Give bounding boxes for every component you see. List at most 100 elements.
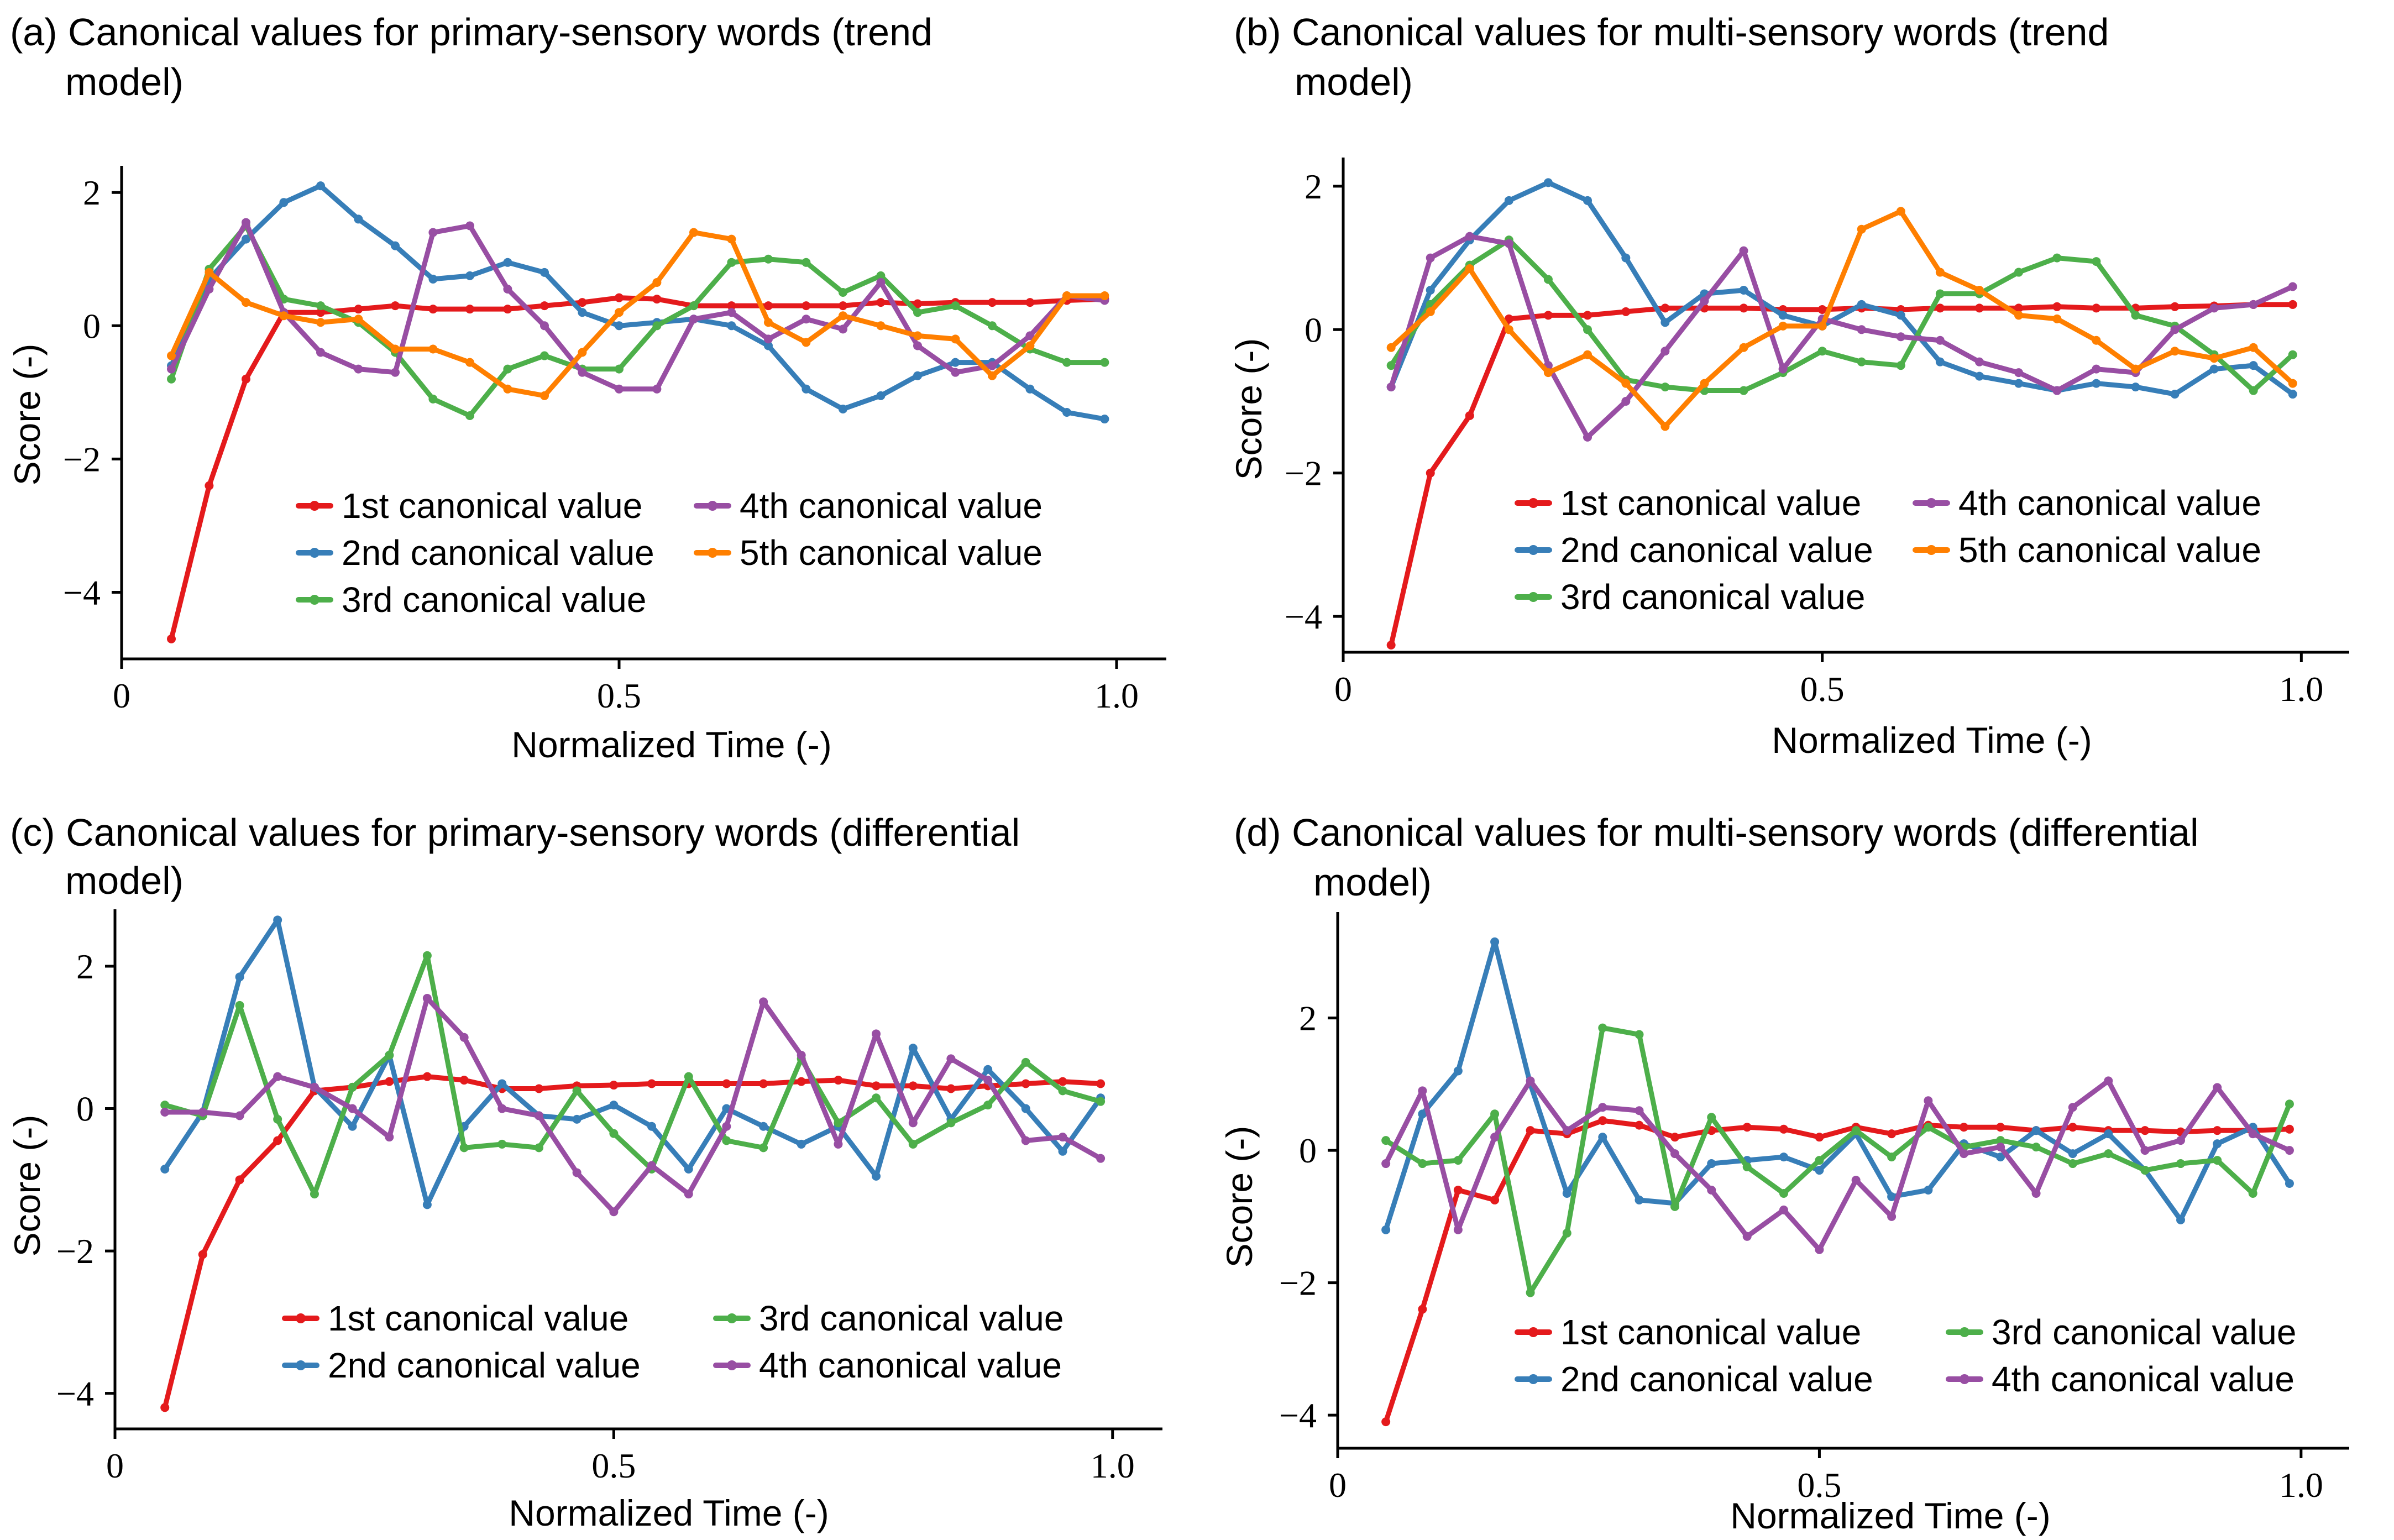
panel-b-series-3-point <box>1583 325 1592 334</box>
panel-c-series-3-point <box>872 1093 881 1103</box>
panel-b-series-1-point <box>2288 300 2297 309</box>
panel-c-y-tick-label: −2 <box>56 1232 94 1271</box>
panel-d-series-3-point <box>1598 1023 1607 1033</box>
panel-b-series-4-point <box>2249 300 2258 309</box>
panel-d-legend-label: 3rd canonical value <box>1992 1312 2296 1352</box>
panel-d-series-3-point <box>2140 1166 2150 1175</box>
panel-a-series-1-point <box>764 301 773 311</box>
panel-a-series-5-point <box>1100 291 1109 301</box>
panel-a-series-2-point <box>764 341 773 350</box>
panel-b-series-1-point <box>1583 311 1592 320</box>
panel-a-legend-marker <box>708 501 717 511</box>
panel-c-series-3-point <box>722 1136 731 1145</box>
panel-c-legend-marker <box>727 1313 737 1323</box>
panel-b-series-2-point <box>2092 379 2101 388</box>
panel-b-series-3-point <box>1660 383 1670 392</box>
panel-b-series-3-point <box>2092 257 2101 266</box>
panel-c-series-4-point <box>609 1207 619 1217</box>
panel-b-series-4-point <box>1386 383 1396 392</box>
panel-b-title-line2: model) <box>1295 60 1413 103</box>
panel-c-series-4-point <box>1096 1154 1106 1163</box>
panel-a-series-1-point <box>652 295 662 304</box>
panel-b-legend-label: 3rd canonical value <box>1560 577 1865 617</box>
panel-c-series-3-point <box>497 1139 507 1149</box>
panel-d-series-2-point <box>1924 1185 1933 1195</box>
panel-c-series-4-point <box>160 1107 170 1117</box>
panel-b-series-2-point <box>1583 196 1592 205</box>
panel-c-legend-marker <box>296 1313 306 1323</box>
panel-d-series-2-point <box>1707 1159 1716 1169</box>
panel-b-series-1-point <box>1504 314 1513 323</box>
panel-a-series-4-point <box>951 368 960 377</box>
panel-b-series-2-point <box>2209 364 2219 374</box>
panel-d-y-tick-label: −4 <box>1279 1396 1317 1435</box>
panel-d-series-1-line <box>1383 1118 2292 1424</box>
panel-c-title-line1: (c) Canonical values for primary-sensory… <box>10 811 1020 854</box>
panel-a-series-4-point <box>167 364 176 374</box>
panel-d-series-3-point <box>2104 1149 2113 1159</box>
panel-a-series-2-point <box>428 274 438 284</box>
panel-c-series-1-point <box>1058 1077 1067 1086</box>
panel-a-series-1-point <box>876 298 886 307</box>
panel-a-series-4-point <box>652 384 662 394</box>
panel-b-series-2-point <box>1426 285 1435 295</box>
panel-c-series-1-point <box>872 1081 881 1091</box>
panel-d-series-4-point <box>1924 1096 1933 1106</box>
panel-a-series-4-point <box>727 308 736 317</box>
panel-b-series-2-point <box>2131 383 2140 392</box>
panel-b-series-5-point <box>2209 354 2219 363</box>
panel-d-series-3-point <box>1526 1288 1535 1297</box>
panel-c-series-4-point <box>872 1029 881 1039</box>
panel-b-series-1-point <box>1660 303 1670 313</box>
panel-c-series-4-point <box>797 1050 806 1060</box>
panel-b-series-5-line <box>1389 208 2296 429</box>
panel-a-legend-label: 4th canonical value <box>740 486 1043 526</box>
panel-c-series-4-point <box>348 1104 357 1113</box>
panel-a-series-3-point <box>839 288 847 297</box>
panel-d-series-3-point <box>2213 1156 2222 1165</box>
panel-c-series-4-line <box>162 996 1103 1214</box>
panel-d-series-3-point <box>1851 1126 1861 1135</box>
panel-b-series-1-point <box>1739 303 1748 313</box>
panel-b-legend-marker <box>1528 498 1538 508</box>
panel-a-series-2-point <box>316 181 325 191</box>
panel-a-series-2-point <box>465 271 474 280</box>
panel-d-series-2-point <box>1381 1225 1391 1234</box>
panel-d-y-axis-label: Score (-) <box>1219 1126 1260 1268</box>
panel-d-series-4-point <box>2285 1146 2294 1155</box>
panel-c-series-1-point <box>609 1081 619 1090</box>
panel-d-legend-label: 4th canonical value <box>1992 1359 2295 1399</box>
panel-c-series-4-point <box>759 997 768 1007</box>
panel-d-series-2-point <box>1996 1153 2005 1162</box>
panel-c-series-2-line <box>162 917 1103 1207</box>
panel-b-series-4-point <box>1504 239 1513 248</box>
panel-d-series-2-point <box>1598 1133 1607 1142</box>
panel-b-series-5-point <box>1778 321 1788 331</box>
panel-c-series-1-point <box>834 1076 843 1085</box>
panel-c-series-1-point <box>1096 1079 1106 1088</box>
panel-a-series-2-point <box>540 268 549 277</box>
panel-a-series-2-point <box>1100 415 1109 424</box>
panel-a-series-4-point <box>615 384 624 394</box>
panel-a-series-3-point <box>503 364 512 374</box>
panel-c-series-4-point <box>385 1133 394 1142</box>
panel-a-series-4-point <box>316 348 325 357</box>
panel-d-series-2-point <box>1887 1192 1897 1201</box>
panel-c-y-tick-label: 0 <box>76 1089 94 1129</box>
panel-a-series-1-point <box>802 301 811 311</box>
panel-a-series-1-point <box>615 293 624 302</box>
panel-b-series-4-point <box>1465 232 1474 241</box>
panel-a-legend-marker <box>310 595 319 605</box>
panel-b-series-3-point <box>2014 268 2023 277</box>
panel-d-series-4-point <box>1959 1149 1968 1159</box>
panel-a-series-3-point <box>988 321 997 331</box>
panel-a-series-2-point <box>391 241 400 250</box>
panel-a-series-1-point <box>1025 298 1035 307</box>
panel-a-legend-label: 2nd canonical value <box>342 533 654 573</box>
panel-a-series-2-point <box>1062 408 1071 417</box>
panel-b-series-4-point <box>2170 325 2180 334</box>
panel-d-series-2-point <box>1635 1195 1644 1204</box>
panel-b-series-5-point <box>1386 343 1396 352</box>
panel-a-legend: 1st canonical value 2nd canonical value 3r… <box>296 486 1043 620</box>
panel-d-series-1-point <box>1418 1305 1427 1314</box>
